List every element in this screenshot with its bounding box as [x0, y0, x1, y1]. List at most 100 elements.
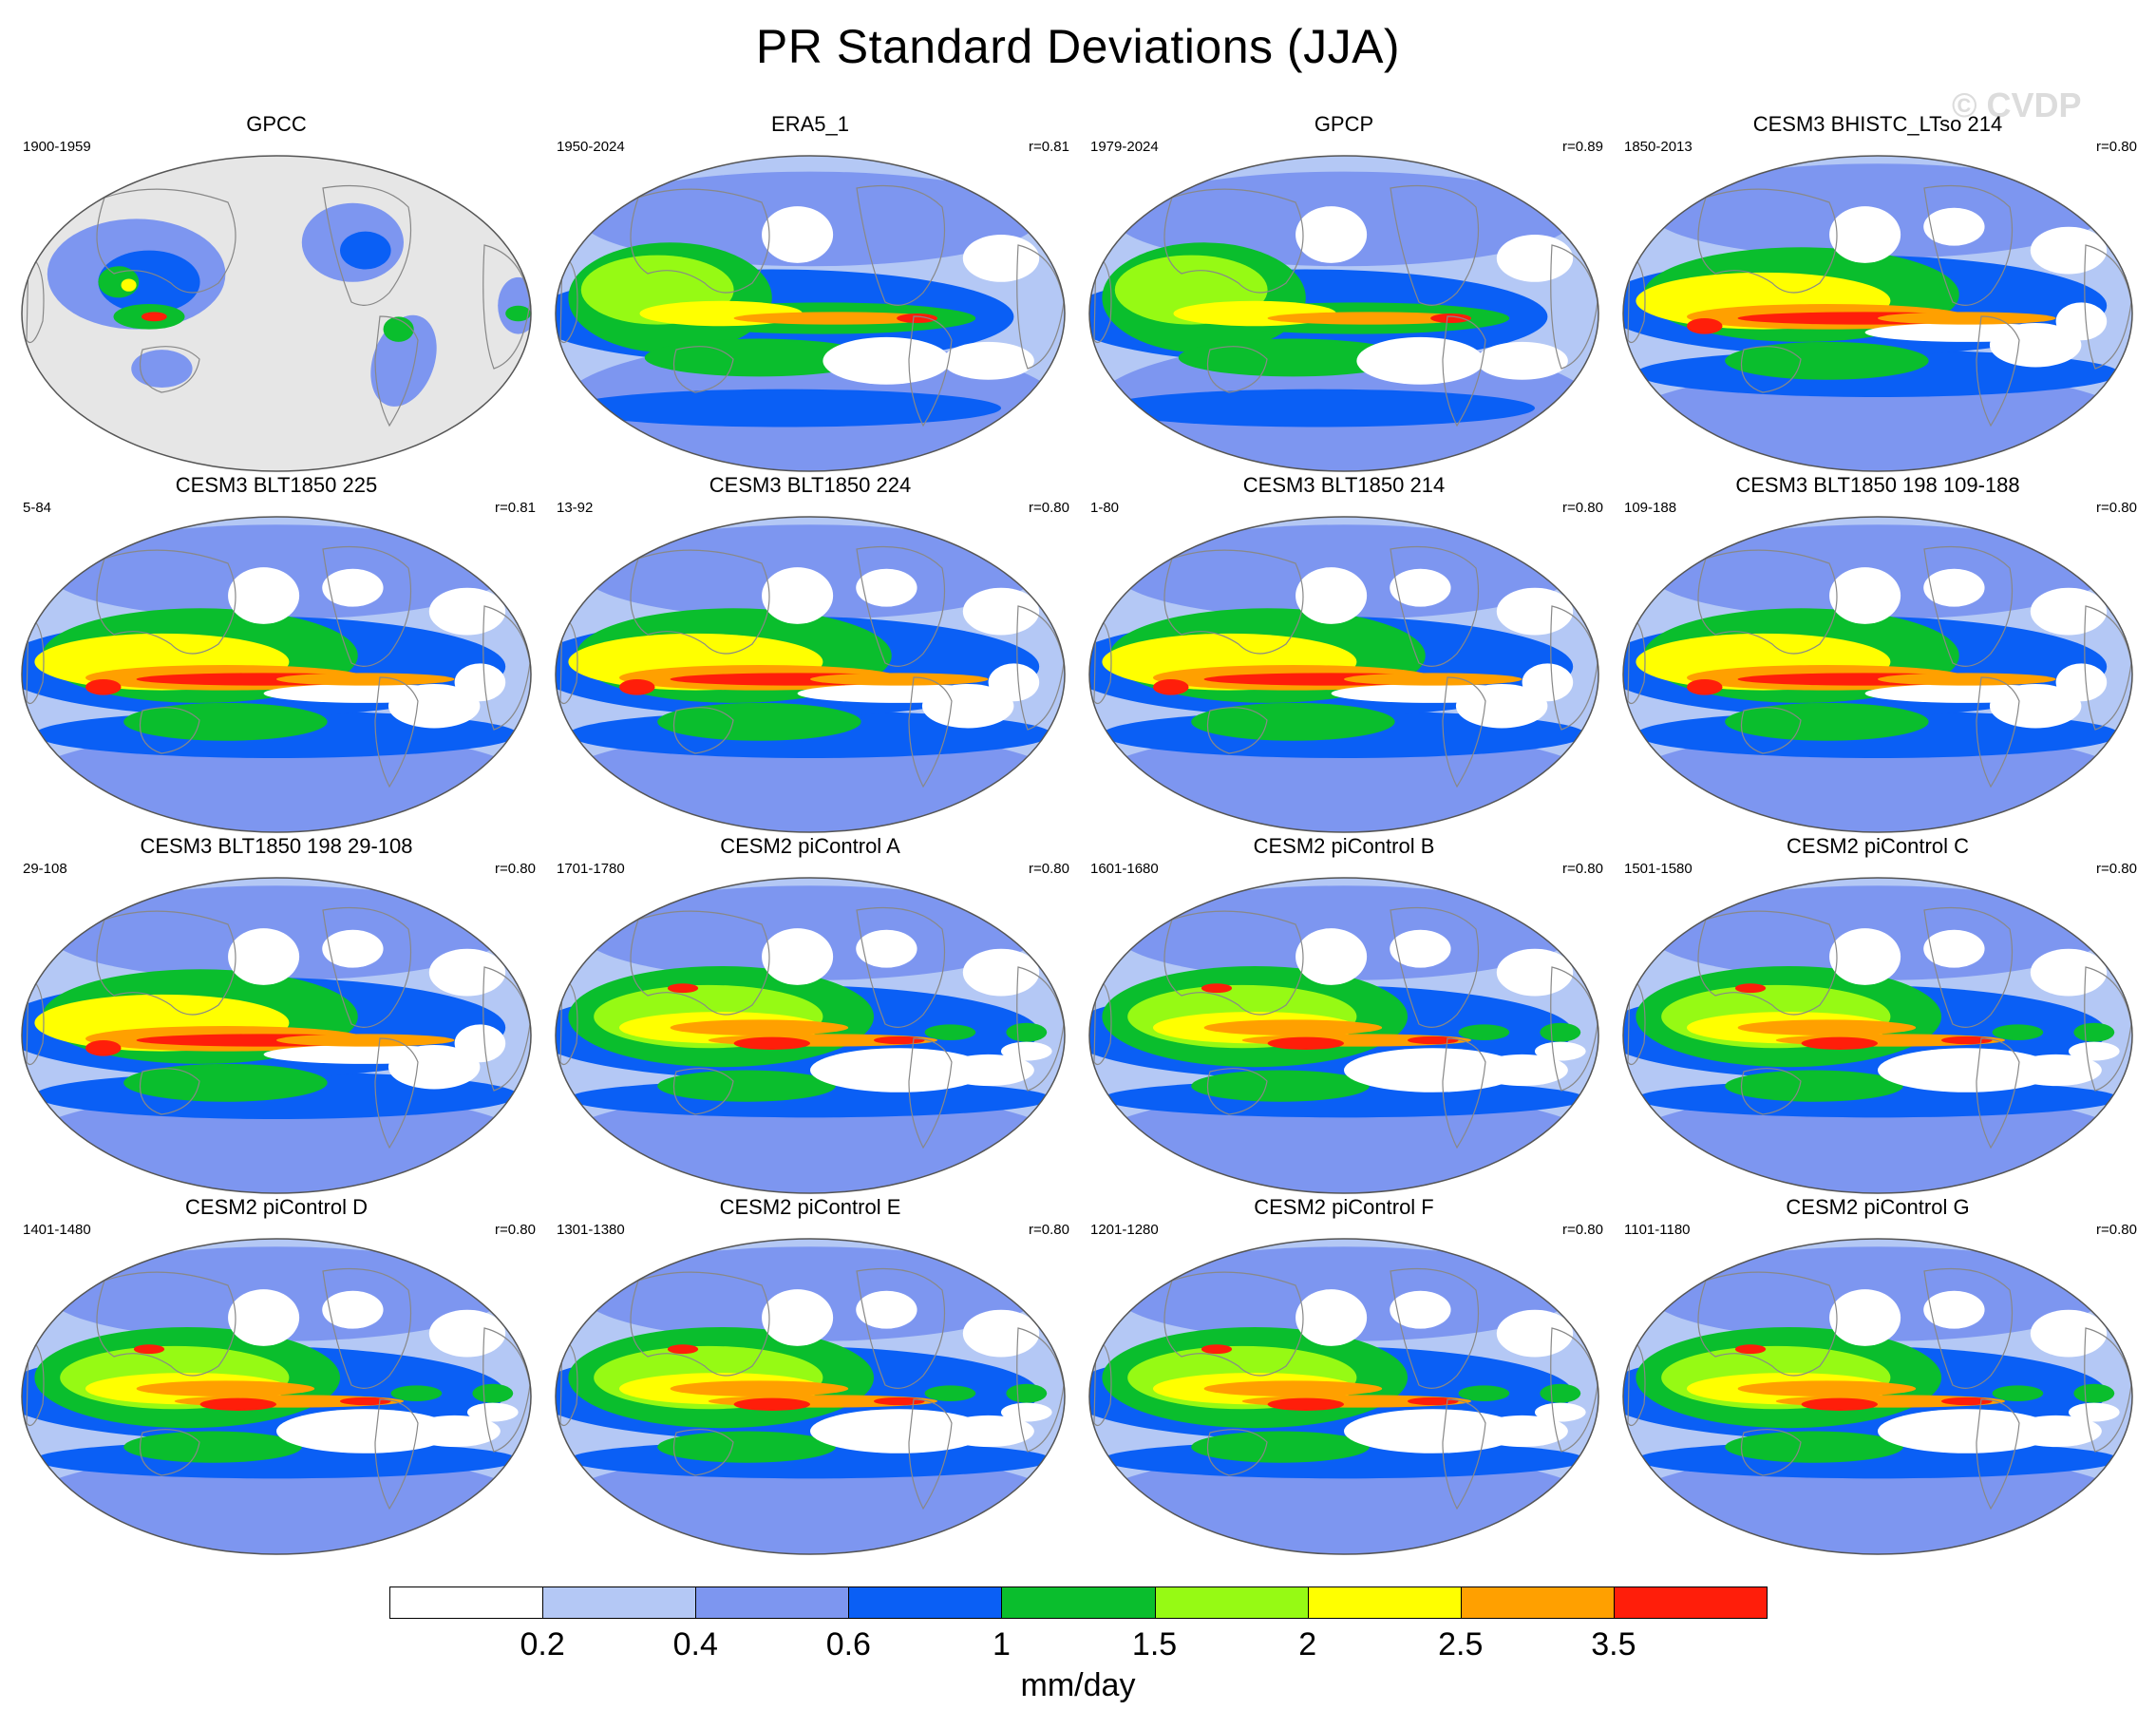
precip-contour [276, 1409, 455, 1454]
precip-contour [1001, 1041, 1052, 1061]
map-frame [555, 1238, 1066, 1555]
panel-title: CESM3 BLT1850 198 109-188 [1735, 473, 2020, 497]
panel-pattern-correlation: r=0.81 [495, 500, 536, 516]
precip-contour [1430, 314, 1471, 323]
panel-pattern-correlation: r=0.80 [1029, 500, 1069, 516]
colorbar-units: mm/day [1020, 1667, 1136, 1703]
colorbar-box [848, 1586, 1003, 1619]
map-frame [21, 1238, 532, 1555]
precip-contour [2073, 1022, 2115, 1042]
map-frame [21, 877, 532, 1194]
precip-contour [810, 1048, 989, 1092]
map-frame [555, 155, 1066, 472]
map-frame [1622, 155, 2133, 472]
colorbar [389, 1586, 1768, 1619]
precip-contour [1496, 948, 1574, 997]
precip-contour [2069, 1402, 2120, 1422]
precip-contour [1829, 567, 1901, 624]
precip-contour [1006, 1022, 1048, 1042]
precip-contour [1737, 1380, 1917, 1396]
map-panel: CESM2 piControl F 1201-1280 r=0.80 [1077, 1195, 1611, 1556]
precip-contour [123, 1431, 302, 1463]
coastlines [559, 1268, 1065, 1510]
precip-contour [467, 1402, 519, 1422]
south-america-land [370, 314, 437, 407]
robinson-map [555, 516, 1066, 833]
precip-contour [1390, 1290, 1451, 1329]
coastlines [559, 546, 1065, 788]
panel-years: 1701-1780 [557, 861, 625, 877]
precip-contour [670, 1380, 849, 1396]
panel-pattern-correlation: r=0.80 [1562, 1222, 1603, 1238]
precip-contour [619, 678, 655, 695]
precip-contour [388, 683, 481, 729]
precip-contour [1267, 1397, 1344, 1411]
precip-contour [1496, 235, 1574, 282]
precip-contour [644, 338, 874, 377]
panel-years: 1201-1280 [1090, 1222, 1159, 1238]
precip-contour [136, 1380, 315, 1396]
panel-title: GPCC [246, 112, 307, 136]
colorbar-tick-label: 1.5 [1131, 1626, 1178, 1662]
colorbar-box [695, 1586, 850, 1619]
precip-contour [2055, 302, 2108, 341]
precip-contour [1801, 1036, 1878, 1050]
map-panel: CESM2 piControl D 1401-1480 r=0.80 [9, 1195, 543, 1556]
map-panel: CESM3 BLT1850 198 109-188 109-188 r=0.80 [1611, 473, 2145, 834]
precip-contour [1191, 1070, 1370, 1102]
panel-title: CESM3 BLT1850 224 [709, 473, 912, 497]
precip-contour [1941, 1396, 1993, 1406]
coastlines [1627, 907, 2132, 1150]
precip-contour [428, 1309, 506, 1358]
precip-contour [1941, 1036, 1993, 1045]
precip-contour [1923, 929, 1985, 968]
robinson-map [21, 516, 532, 833]
precip-contour [657, 702, 861, 741]
coastlines [1093, 907, 1598, 1150]
robinson-map [1088, 516, 1599, 833]
precip-contour [123, 702, 328, 741]
coastlines [26, 907, 531, 1150]
precip-contour [1267, 1036, 1344, 1050]
precip-contour [1201, 983, 1233, 994]
precip-contour [962, 948, 1040, 997]
precip-contour [823, 336, 951, 385]
panel-title: CESM2 piControl D [185, 1195, 368, 1219]
map-frame [555, 877, 1066, 1194]
precip-contour [1191, 702, 1395, 741]
map-frame [1088, 1238, 1599, 1555]
precip-contour [1801, 1397, 1878, 1411]
precip-contour [874, 1036, 925, 1045]
map-frame [1088, 155, 1599, 472]
precip-contour [1203, 1019, 1383, 1036]
map-frame [1088, 877, 1599, 1194]
precip-contour [657, 1070, 836, 1102]
colorbar-tick-label: 2.5 [1438, 1626, 1484, 1662]
precip-contour [1006, 1383, 1048, 1403]
precip-contour [942, 341, 1034, 380]
colorbar-box [389, 1586, 544, 1619]
precip-contour [897, 314, 937, 323]
panel-title: CESM3 BHISTC_LTso 214 [1752, 112, 2003, 136]
precip-contour [123, 1063, 328, 1102]
map-panel: CESM2 piControl A 1701-1780 r=0.80 [543, 834, 1077, 1195]
precip-contour [1535, 1041, 1586, 1061]
coastlines [1093, 546, 1598, 788]
colorbar-tick-label: 0.2 [520, 1626, 565, 1662]
panel-years: 1401-1480 [23, 1222, 91, 1238]
precip-contour [228, 928, 300, 985]
panel-title: CESM2 piControl F [1254, 1195, 1434, 1219]
precip-contour [428, 948, 506, 997]
map-frame [1622, 877, 2133, 1194]
precip-contour [1829, 928, 1901, 985]
precip-contour [1878, 1409, 2056, 1454]
precip-contour [1356, 336, 1485, 385]
panel-years: 1601-1680 [1090, 861, 1159, 877]
panel-title: ERA5_1 [771, 112, 849, 136]
map-panel: GPCC 1900-1959 [9, 112, 543, 473]
precip-contour [454, 1024, 506, 1063]
precip-contour [670, 1019, 849, 1036]
panel-years: 1950-2024 [557, 139, 625, 155]
precip-contour [962, 235, 1040, 282]
precip-contour [322, 568, 384, 607]
